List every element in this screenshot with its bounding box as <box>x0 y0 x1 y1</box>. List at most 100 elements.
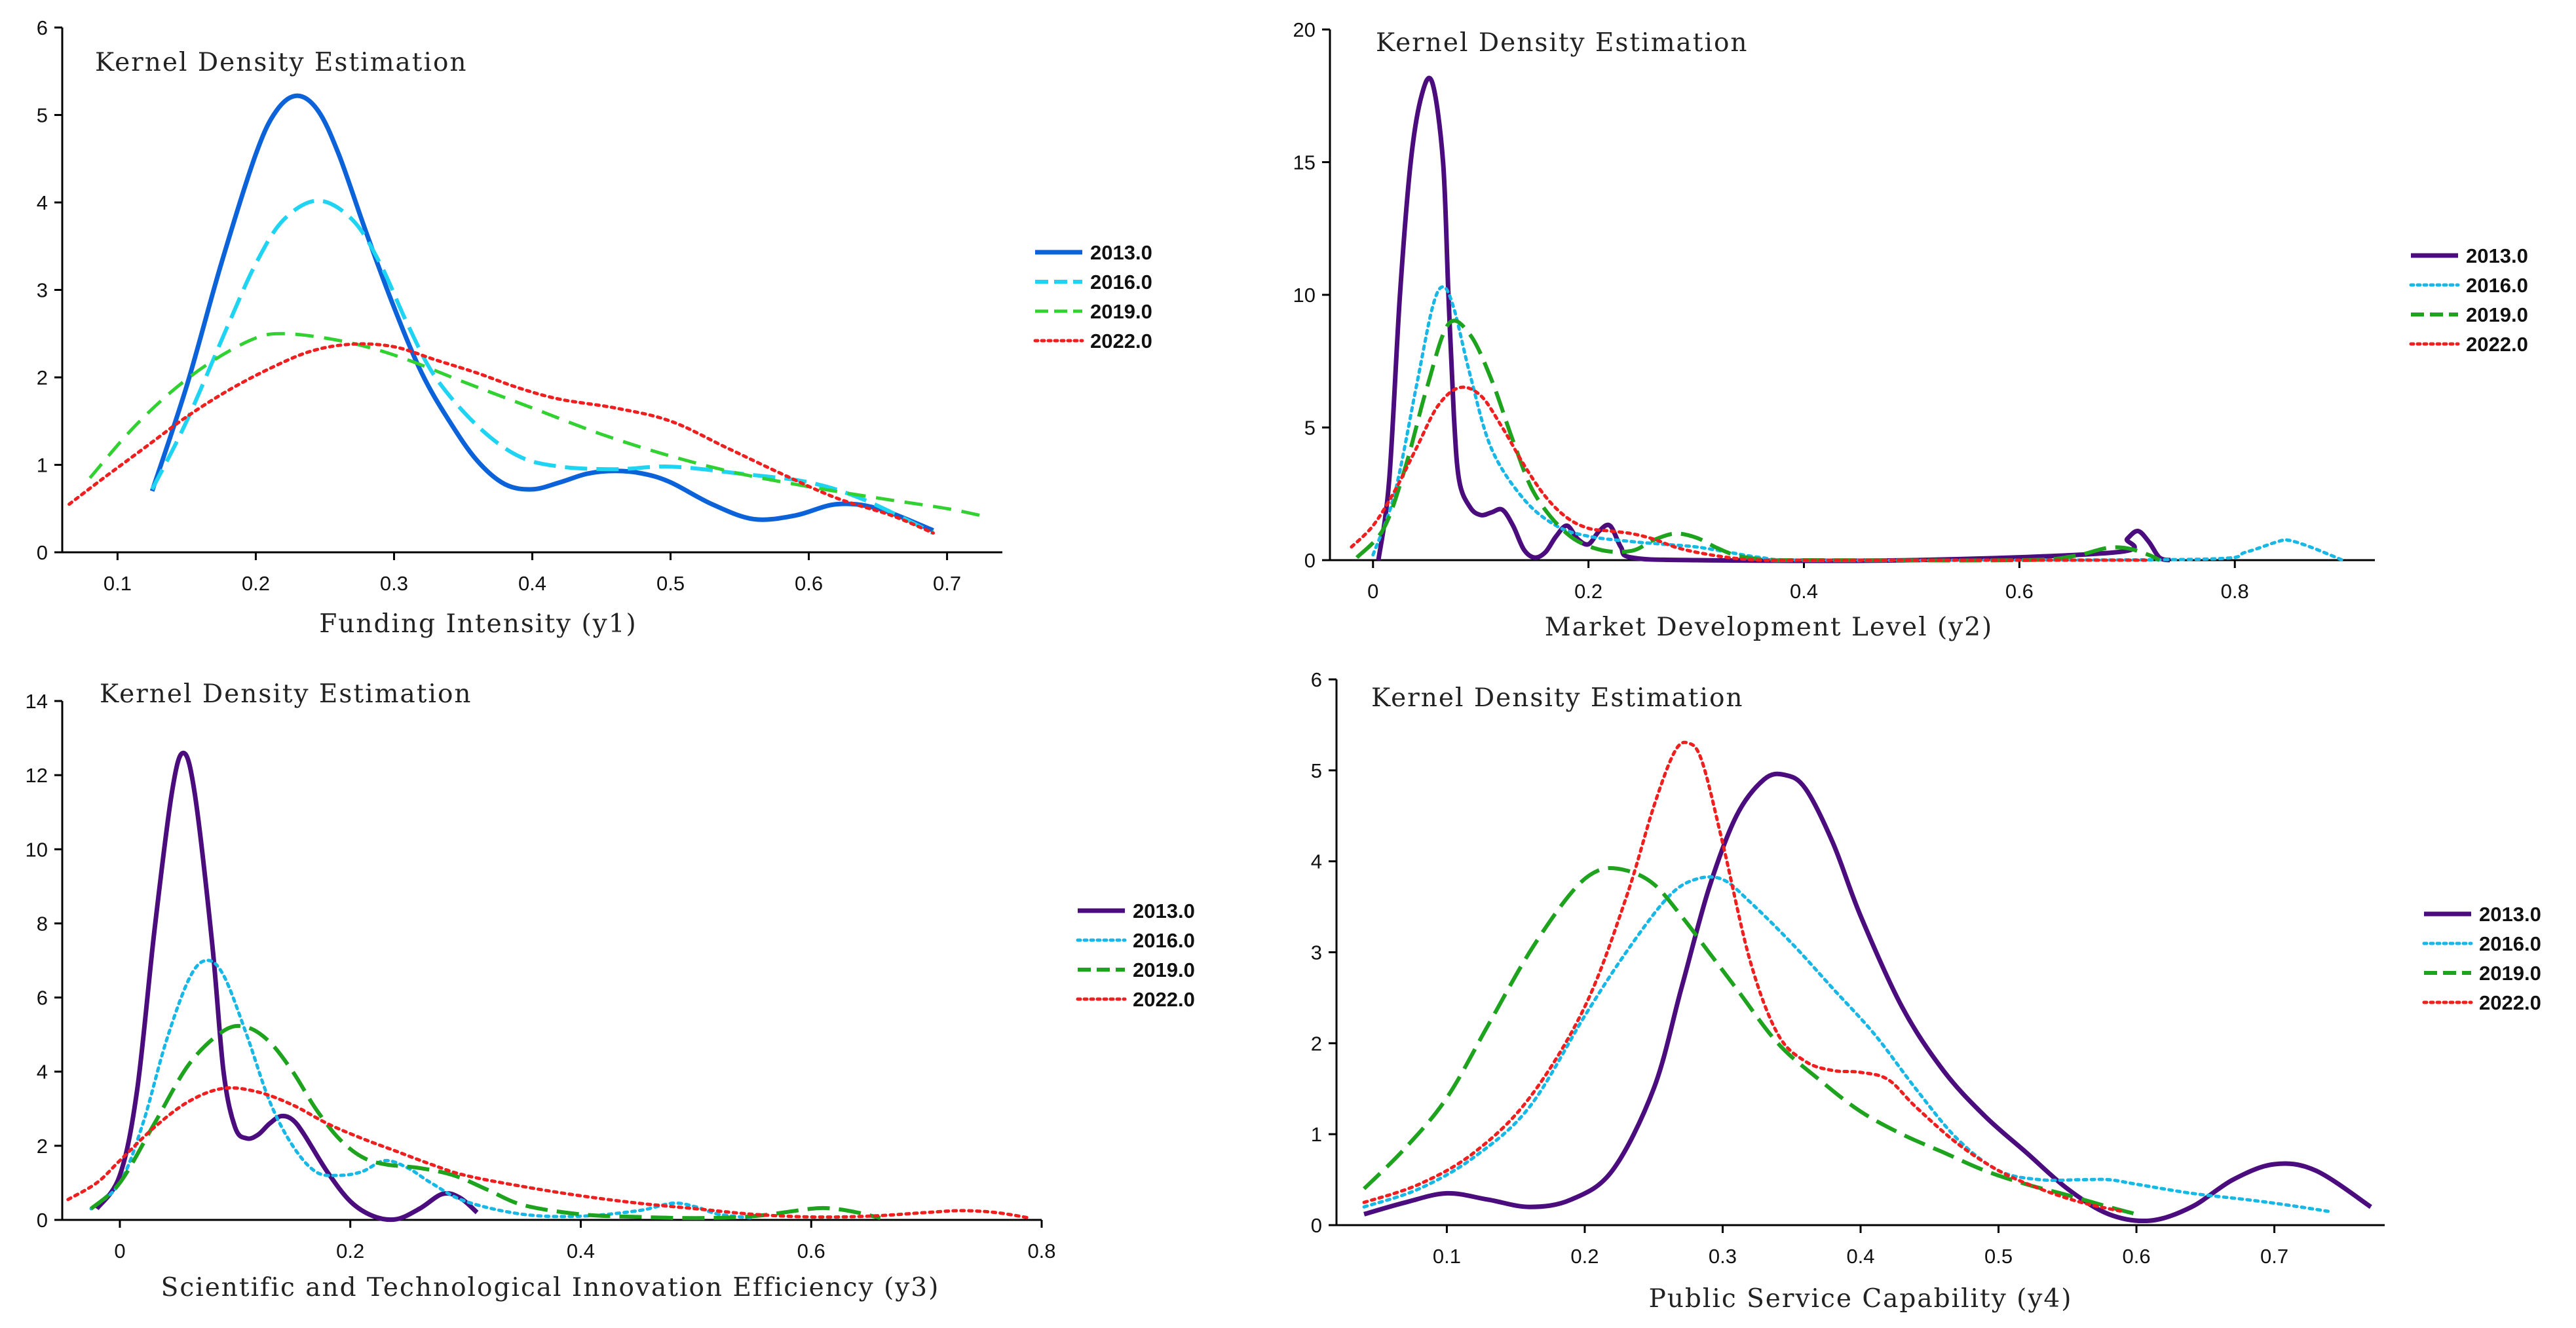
x-tick-label: 0.2 <box>242 572 270 595</box>
y-tick-label: 6 <box>37 16 48 39</box>
legend-label: 2016.0 <box>1133 929 1195 952</box>
panel-title: Kernel Density Estimation <box>1371 683 1744 713</box>
x-tick-label: 0 <box>1367 580 1378 603</box>
x-tick-label: 0.6 <box>797 1240 825 1262</box>
x-tick-label: 0.1 <box>104 572 132 595</box>
series-line-2022-0 <box>1350 385 2151 562</box>
x-tick-label: 0.3 <box>380 572 408 595</box>
panel-title: Kernel Density Estimation <box>95 48 468 77</box>
y-tick-label: 10 <box>1293 284 1316 307</box>
y-tick-label: 4 <box>1311 850 1322 873</box>
panel-title: Kernel Density Estimation <box>1376 28 1749 58</box>
x-tick-label: 0.7 <box>933 572 961 595</box>
series-line-2022-0 <box>67 342 935 535</box>
series-line-2016-0 <box>1371 285 2345 562</box>
legend-label: 2019.0 <box>1090 300 1152 323</box>
legend-label: 2016.0 <box>2466 274 2528 297</box>
x-tick-label: 0.6 <box>795 572 823 595</box>
series-line-2016-0 <box>89 958 755 1220</box>
y-tick-label: 5 <box>1311 759 1322 782</box>
y-tick-label: 1 <box>37 454 48 477</box>
legend-label: 2019.0 <box>2479 962 2541 985</box>
x-tick-label: 0.4 <box>1846 1245 1874 1268</box>
y-tick-label: 2 <box>37 366 48 389</box>
legend-label: 2016.0 <box>1090 271 1152 294</box>
y-tick-label: 5 <box>1304 417 1316 440</box>
x-tick-label: 0.1 <box>1433 1245 1461 1268</box>
y-tick-label: 6 <box>37 987 48 1010</box>
y-tick-label: 15 <box>1293 151 1316 174</box>
x-tick-label: 0.8 <box>2221 580 2249 603</box>
y-tick-label: 8 <box>37 912 48 935</box>
y-tick-label: 4 <box>37 1061 48 1084</box>
x-tick-label: 0.6 <box>2122 1245 2150 1268</box>
legend-label: 2022.0 <box>2466 333 2528 356</box>
series-line-2019-0 <box>89 1023 881 1221</box>
series-line-2013-0 <box>1363 771 2372 1224</box>
panel-title: Kernel Density Estimation <box>100 679 472 709</box>
x-tick-label: 0.2 <box>1574 580 1602 603</box>
x-axis-label: Scientific and Technological Innovation … <box>161 1273 940 1302</box>
y-tick-label: 20 <box>1293 18 1316 41</box>
legend-label: 2022.0 <box>2479 991 2541 1014</box>
y-tick-label: 12 <box>26 764 48 787</box>
kde-panel-4: 0 1 2 3 4 5 6 0.1 0.2 0.3 0.4 0.5 0.6 0.7 Kernel Densi… <box>1311 668 2541 1314</box>
x-tick-label: 0.2 <box>336 1240 364 1262</box>
kde-panel-2: 0 5 10 15 20 0 0.2 0.4 0.6 0.8 Kernel Density Esti… <box>1293 18 2528 642</box>
y-tick-label: 0 <box>1304 549 1316 572</box>
y-tick-label: 10 <box>26 838 48 861</box>
y-tick-label: 14 <box>26 690 48 713</box>
legend-label: 2013.0 <box>2466 244 2528 267</box>
legend-label: 2019.0 <box>1133 958 1195 981</box>
x-axis-label: Market Development Level (y2) <box>1545 613 1993 642</box>
legend: 2013.0 2016.0 2019.0 2022.0 <box>1076 900 1195 1011</box>
legend: 2013.0 2016.0 2019.0 2022.0 <box>1033 241 1152 352</box>
x-tick-label: 0.5 <box>656 572 685 595</box>
x-tick-label: 0 <box>114 1240 125 1262</box>
series-line-2022-0 <box>1362 740 2125 1213</box>
x-tick-label: 0.6 <box>2005 580 2034 603</box>
legend-label: 2022.0 <box>1133 988 1195 1011</box>
legend-label: 2022.0 <box>1090 330 1152 352</box>
x-tick-label: 0.7 <box>2260 1245 2288 1268</box>
legend-label: 2013.0 <box>1133 900 1195 922</box>
y-tick-label: 0 <box>1311 1214 1322 1237</box>
y-tick-label: 0 <box>37 541 48 564</box>
x-axis-label: Funding Intensity (y1) <box>319 609 637 639</box>
y-tick-label: 5 <box>37 104 48 127</box>
series-line-2013-0 <box>94 750 479 1223</box>
legend: 2013.0 2016.0 2019.0 2022.0 <box>2422 903 2541 1014</box>
kde-panel-1: 0 1 2 3 4 5 6 0.1 0.2 0.3 0.4 0.5 0.6 0.7 Kernel Densi… <box>37 16 1152 639</box>
y-tick-label: 0 <box>37 1209 48 1232</box>
y-tick-label: 2 <box>1311 1032 1322 1055</box>
legend-label: 2019.0 <box>2466 303 2528 326</box>
y-tick-label: 2 <box>37 1135 48 1158</box>
y-tick-label: 1 <box>1311 1123 1322 1146</box>
y-tick-label: 3 <box>37 279 48 302</box>
series-line-2013-0 <box>149 93 934 533</box>
legend-label: 2016.0 <box>2479 932 2541 955</box>
series-line-2019-0 <box>88 332 989 520</box>
series-line-2019-0 <box>1355 318 2161 563</box>
legend-label: 2013.0 <box>2479 903 2541 926</box>
x-tick-label: 0.4 <box>518 572 546 595</box>
series-line-2016-0 <box>150 199 934 535</box>
legend: 2013.0 2016.0 2019.0 2022.0 <box>2409 244 2528 356</box>
x-tick-label: 0.5 <box>1984 1245 2013 1268</box>
series-line-2022-0 <box>66 1086 1032 1220</box>
y-tick-label: 4 <box>37 191 48 214</box>
x-tick-label: 0.4 <box>567 1240 595 1262</box>
series-line-2013-0 <box>1376 75 2171 563</box>
x-tick-label: 0.8 <box>1027 1240 1055 1262</box>
x-tick-label: 0.2 <box>1570 1245 1599 1268</box>
legend-label: 2013.0 <box>1090 241 1152 264</box>
y-tick-label: 6 <box>1311 668 1322 691</box>
series-line-2019-0 <box>1362 866 2137 1217</box>
x-axis-label: Public Service Capability (y4) <box>1649 1284 2073 1314</box>
series-line-2016-0 <box>1362 875 2332 1213</box>
y-tick-label: 3 <box>1311 941 1322 964</box>
kde-panel-3: 0 2 4 6 8 10 12 14 0 0.2 0.4 0.6 0.8 Kernel Density E… <box>26 679 1195 1302</box>
x-tick-label: 0.3 <box>1709 1245 1737 1268</box>
x-tick-label: 0.4 <box>1790 580 1818 603</box>
